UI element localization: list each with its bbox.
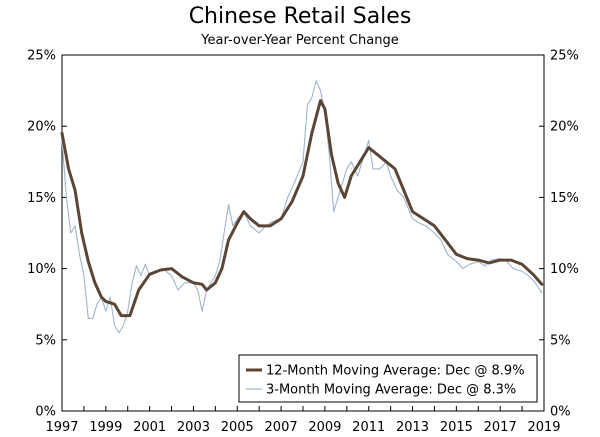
y-tick-label-left: 5% xyxy=(35,333,56,348)
y-tick-label-left: 25% xyxy=(27,49,56,64)
x-tick-label: 1999 xyxy=(89,420,122,435)
y-tick-label-right: 20% xyxy=(550,120,579,135)
series-line-12-month-avg xyxy=(60,99,544,318)
ticks-layer: 0% 0% 5% 5% 10% 10% 15% 15% 20% 20% 25% 25% 1997 1999… xyxy=(27,49,579,436)
x-tick-label: 1997 xyxy=(45,420,78,435)
x-tick-label: 2013 xyxy=(396,420,429,435)
x-tick-label: 2003 xyxy=(177,420,210,435)
y-tick-label-right: 0% xyxy=(550,405,571,420)
x-tick-label: 2015 xyxy=(440,420,473,435)
legend: 12-Month Moving Average: Dec @ 8.9% 3-Mo… xyxy=(238,354,538,403)
series-line-3-month-avg xyxy=(61,80,543,334)
x-tick-label: 2005 xyxy=(221,420,254,435)
chart-title: Chinese Retail Sales xyxy=(188,4,412,29)
series-layer xyxy=(60,80,544,334)
y-tick-label-left: 0% xyxy=(35,405,56,420)
chart-subtitle: Year-over-Year Percent Change xyxy=(201,33,399,48)
y-tick-label-right: 25% xyxy=(550,49,579,64)
x-tick-label: 2009 xyxy=(308,420,341,435)
x-tick-label: 2017 xyxy=(484,420,517,435)
y-tick-label-right: 10% xyxy=(550,262,579,277)
x-tick-label: 2001 xyxy=(133,420,166,435)
y-tick-label-left: 20% xyxy=(27,120,56,135)
legend-box xyxy=(238,354,538,403)
y-tick-label-right: 5% xyxy=(550,333,571,348)
y-tick-label-right: 15% xyxy=(550,191,579,206)
x-tick-label: 2011 xyxy=(352,420,385,435)
x-tick-label: 2007 xyxy=(265,420,298,435)
y-tick-label-left: 15% xyxy=(27,191,56,206)
legend-label-3m: 3-Month Moving Average: Dec @ 8.3% xyxy=(266,383,516,398)
legend-label-12m: 12-Month Moving Average: Dec @ 8.9% xyxy=(266,364,525,379)
y-tick-label-left: 10% xyxy=(27,262,56,277)
x-tick-label: 2019 xyxy=(527,420,560,435)
